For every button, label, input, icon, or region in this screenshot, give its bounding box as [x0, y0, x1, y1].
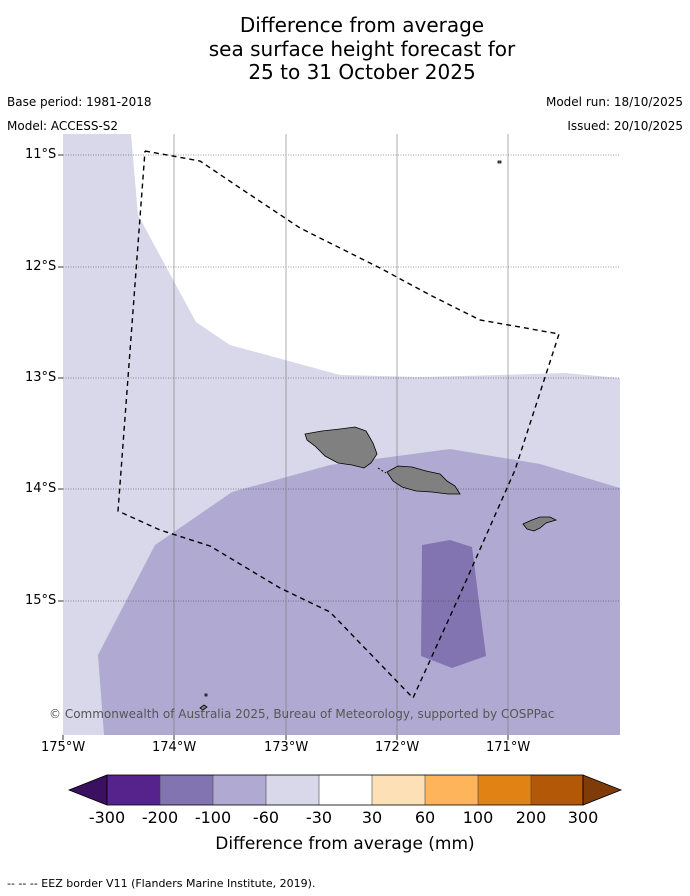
colorbar-seg-8 [478, 775, 531, 805]
colorbar-seg-6 [372, 775, 425, 805]
title-line-2: sea surface height forecast for [208, 36, 516, 61]
band-neg60-neg100 [98, 449, 620, 735]
colorbar-seg-5 [319, 775, 372, 805]
colorbar-seg-9 [531, 775, 583, 805]
lon-label-175: 175°W [41, 740, 86, 755]
meta-right: Model run: 18/10/2025 Issued: 20/10/2025 [546, 95, 683, 143]
colorbar-tick: -300 [88, 808, 126, 827]
model-name: Model: ACCESS-S2 [7, 119, 119, 133]
lat-label-12: 12°S [25, 259, 57, 274]
colorbar-seg-2 [160, 775, 213, 805]
title-line-1: Difference from average [239, 13, 485, 37]
island-tiny-south [204, 693, 208, 697]
eez-gap [377, 467, 387, 474]
base-period: Base period: 1981-2018 [7, 95, 152, 109]
colorbar-tick: -30 [305, 808, 333, 827]
colorbar-seg-4 [266, 775, 319, 805]
lon-label-171: 171°W [486, 740, 531, 755]
eez-footnote: -- -- -- EEZ border V11 (Flanders Marine… [7, 877, 316, 890]
colorbar-seg-1 [107, 775, 160, 805]
lat-label-14: 14°S [25, 481, 57, 496]
colorbar-tick: 200 [515, 808, 547, 827]
lon-label-174: 174°W [152, 740, 197, 755]
colorbar-tick: -60 [252, 808, 280, 827]
meta-left: Base period: 1981-2018 Model: ACCESS-S2 [7, 95, 152, 143]
colorbar-tick: 300 [567, 808, 599, 827]
colorbar-seg-3 [213, 775, 266, 805]
colorbar [67, 774, 623, 806]
gridlines [63, 154, 620, 602]
colorbar-tick: 100 [462, 808, 494, 827]
eez-border [117, 150, 560, 700]
colorbar-seg-7 [425, 775, 478, 805]
issued-date: Issued: 20/10/2025 [567, 119, 683, 133]
lat-label-13: 13°S [25, 370, 57, 385]
lat-label-15: 15°S [25, 593, 57, 608]
island-tutuila [522, 516, 558, 532]
lon-label-173: 173°W [264, 740, 309, 755]
colorbar-tick: -100 [194, 808, 232, 827]
map-plot-area [63, 134, 620, 735]
lat-label-11: 11°S [25, 147, 57, 162]
chart-title: Difference from average sea surface heig… [0, 13, 690, 85]
island-upolu [386, 465, 461, 495]
title-line-3: 25 to 31 October 2025 [248, 60, 476, 84]
colorbar-extend-low [67, 774, 108, 806]
copyright-notice: © Commonwealth of Australia 2025, Bureau… [49, 707, 555, 721]
colorbar-label: Difference from average (mm) [215, 834, 475, 854]
island-savaii [304, 426, 378, 469]
colorbar-frame [106, 774, 584, 806]
colorbar-tick: 30 [361, 808, 383, 827]
colorbar-tick: -200 [141, 808, 179, 827]
island-small-south [199, 704, 208, 711]
colorbar-tick: 60 [414, 808, 436, 827]
island-swains [497, 160, 502, 164]
model-run: Model run: 18/10/2025 [545, 95, 683, 109]
lon-label-172: 172°W [375, 740, 420, 755]
colorbar-extend-high [582, 774, 623, 806]
